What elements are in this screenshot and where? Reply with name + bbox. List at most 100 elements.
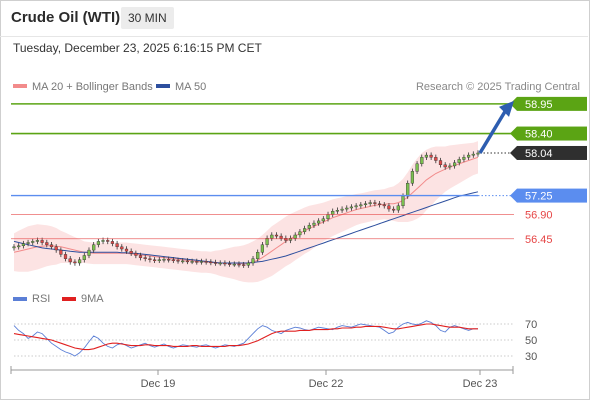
x-tick-label: Dec 23 — [463, 378, 498, 390]
instrument-title: Crude Oil (WTI) — [11, 9, 121, 26]
candle — [274, 234, 279, 237]
candle — [167, 259, 171, 261]
candle — [106, 240, 110, 242]
ma20-legend-label: MA 20 + Bollinger Bands — [32, 81, 153, 93]
timeframe-button[interactable]: 30 MIN — [121, 7, 174, 29]
candle — [345, 207, 349, 210]
candle — [59, 249, 63, 255]
candle — [134, 253, 138, 256]
candle — [317, 220, 321, 224]
candle — [368, 202, 372, 204]
candle — [448, 165, 452, 168]
candle — [204, 261, 208, 263]
candle — [303, 228, 307, 232]
candle — [242, 264, 246, 266]
candle — [387, 205, 391, 210]
bollinger-band — [14, 141, 478, 283]
candle — [129, 250, 133, 254]
candle — [138, 255, 143, 258]
candle — [227, 263, 232, 265]
candle — [392, 208, 396, 211]
candle — [77, 259, 82, 264]
candle — [434, 157, 438, 161]
x-tick-label: Dec 19 — [141, 378, 176, 390]
support-level-label: 56.45 — [525, 234, 553, 246]
candle — [17, 245, 21, 248]
target-level-tag-arrow — [510, 126, 517, 141]
ma50-legend-swatch — [156, 84, 170, 88]
candle — [378, 203, 382, 205]
pivot-level-tag — [517, 188, 587, 203]
candle — [171, 259, 175, 261]
last-price-tag-arrow — [510, 145, 517, 160]
rsi-tick-label: 50 — [525, 335, 537, 347]
candle — [213, 262, 218, 264]
candle — [312, 222, 316, 226]
last-price-label: 58.04 — [525, 148, 553, 160]
candle — [335, 209, 339, 212]
candle — [148, 258, 152, 261]
candle — [73, 261, 77, 264]
candle — [288, 237, 293, 241]
candle — [284, 237, 288, 241]
candle — [326, 214, 330, 220]
candle — [12, 246, 16, 249]
candle — [420, 157, 424, 165]
candle — [321, 218, 325, 222]
candle — [246, 262, 250, 266]
candle — [279, 235, 283, 239]
candle — [237, 263, 241, 266]
candle — [26, 242, 30, 244]
candle — [462, 157, 466, 160]
candle — [223, 262, 227, 265]
timestamp: Tuesday, December 23, 2025 6:16:15 PM CE… — [13, 41, 262, 55]
candle — [209, 261, 213, 264]
ma9-legend-swatch — [62, 297, 76, 301]
candle — [363, 203, 368, 205]
target-level-tag-arrow — [510, 96, 517, 111]
candle — [424, 154, 428, 158]
price-plot — [12, 141, 480, 283]
ma50-legend-label: MA 50 — [175, 81, 206, 93]
candle — [176, 260, 180, 262]
candle — [410, 171, 414, 184]
target-level-label: 58.95 — [525, 99, 553, 111]
candle — [373, 202, 377, 204]
candle — [457, 159, 461, 163]
candle — [63, 254, 68, 259]
candle — [270, 234, 274, 239]
x-tick-label: Dec 22 — [309, 378, 344, 390]
candle — [120, 246, 124, 250]
candle — [396, 205, 400, 211]
candle — [471, 153, 475, 156]
candle — [45, 242, 49, 245]
candle — [307, 225, 311, 229]
ma9-line — [13, 323, 478, 351]
rsi-tick-label: 30 — [525, 351, 537, 363]
candle — [35, 240, 39, 242]
rsi-line — [13, 320, 478, 357]
credit-text: Research © 2025 Trading Central — [416, 81, 580, 93]
candle — [21, 243, 25, 247]
candle — [92, 244, 96, 251]
candle — [232, 263, 236, 266]
support-level-label: 56.90 — [525, 209, 553, 221]
candle — [251, 258, 255, 264]
rsi-panel: 70 50 30 — [13, 319, 537, 363]
candle — [49, 244, 54, 248]
candle — [157, 259, 161, 261]
candle — [401, 195, 405, 207]
x-axis-ticks: Dec 19 Dec 22 Dec 23 — [10, 366, 514, 390]
candle — [96, 241, 100, 245]
candle — [87, 249, 91, 256]
candle — [438, 160, 443, 166]
widget-header: Crude Oil (WTI) 30 MIN — [0, 0, 588, 37]
candle — [195, 261, 199, 263]
candle — [415, 163, 419, 172]
candle — [54, 246, 58, 251]
candle — [181, 260, 185, 263]
ma20-legend-swatch — [13, 84, 27, 88]
candle — [115, 243, 119, 248]
target-level-label: 58.40 — [525, 129, 553, 141]
